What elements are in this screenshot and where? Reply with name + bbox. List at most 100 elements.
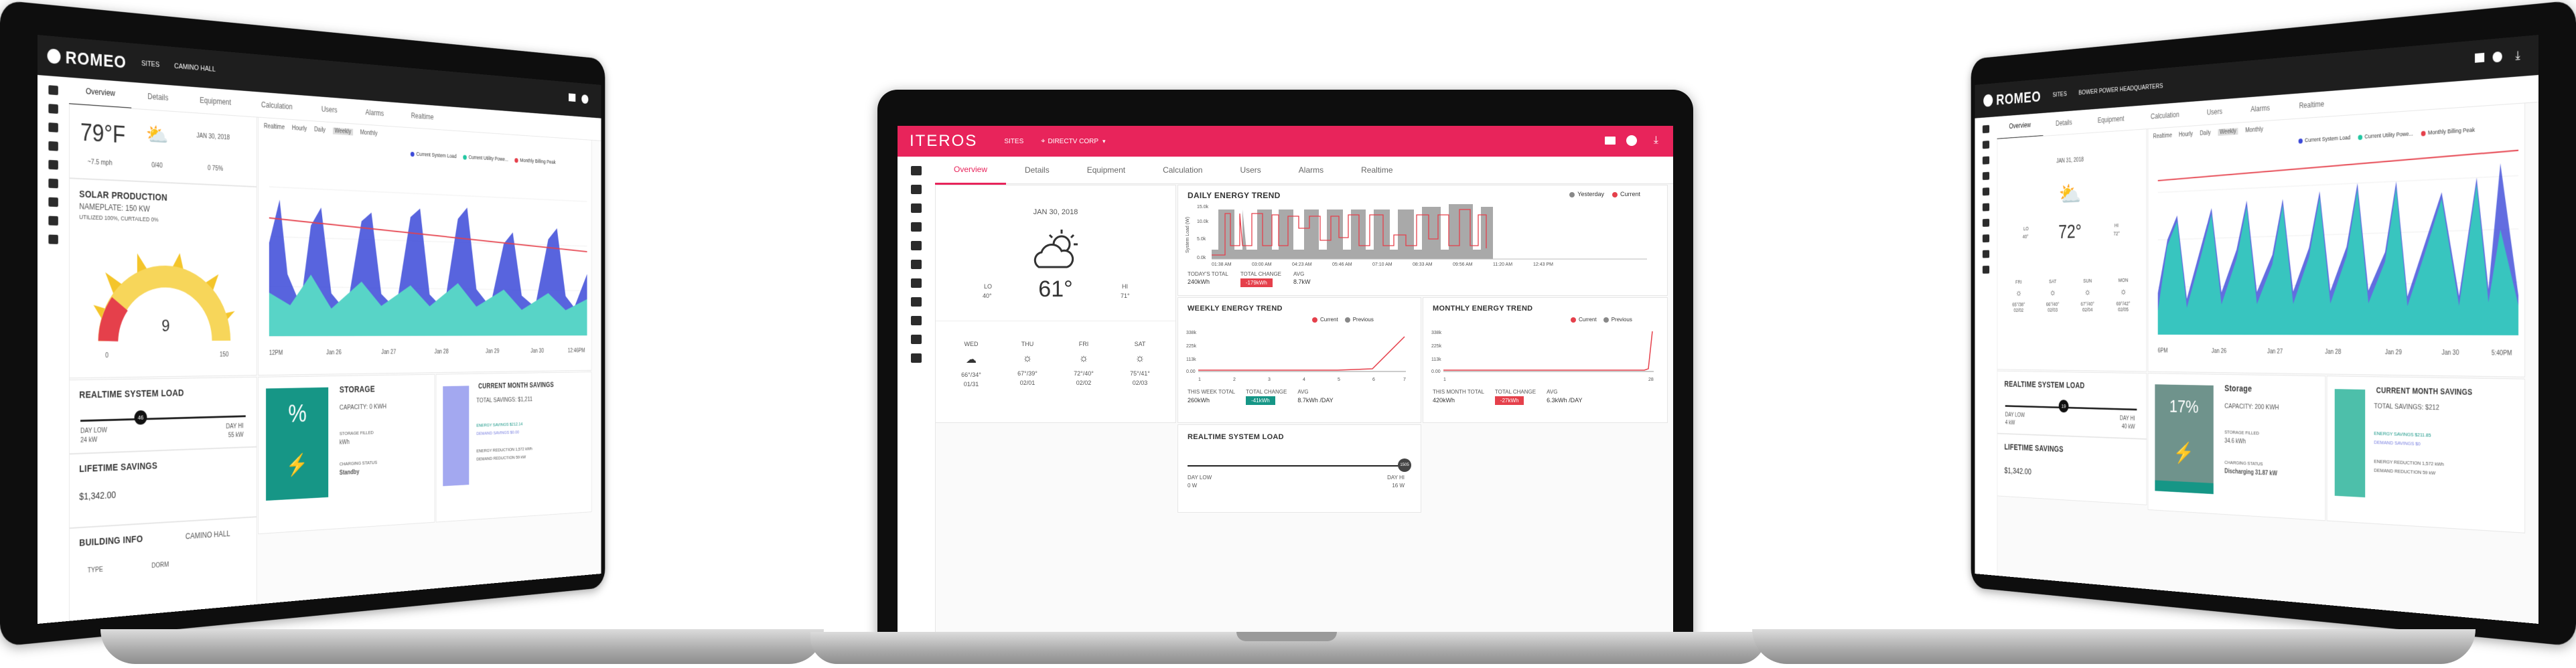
chart-tab-weekly[interactable]: Weekly: [332, 127, 354, 136]
tab-realtime[interactable]: Realtime: [411, 111, 434, 122]
clock-icon[interactable]: [911, 260, 922, 269]
storage-filled-value: 34.6 kWh: [2224, 438, 2246, 446]
forecast-day: WED ☁ 66°/34° 01/31: [948, 341, 995, 388]
chart-tab-realtime[interactable]: Realtime: [263, 122, 285, 131]
site-select[interactable]: CAMINO HALL: [174, 62, 216, 74]
grid-icon[interactable]: [1982, 234, 1990, 243]
weekly-energy-panel: WEEKLY ENERGY TREND Current Previous 338…: [1177, 297, 1421, 423]
list-icon[interactable]: [911, 222, 922, 232]
bell-icon[interactable]: [48, 234, 58, 244]
load-slider-track: [2005, 405, 2137, 411]
x-tick: 08:33 AM: [1413, 262, 1433, 267]
folder-icon[interactable]: [911, 166, 922, 175]
user-icon[interactable]: [581, 94, 589, 104]
mail-icon[interactable]: [2475, 52, 2485, 63]
tab-details[interactable]: Details: [147, 92, 169, 102]
network-icon[interactable]: [911, 316, 922, 325]
tab-equipment[interactable]: Equipment: [200, 95, 232, 107]
nav-sites[interactable]: SITES: [141, 60, 160, 69]
location-icon[interactable]: [911, 203, 922, 213]
x-tick: 1: [1443, 378, 1446, 382]
download-icon[interactable]: ⤓: [1653, 135, 1658, 146]
bell-icon[interactable]: [911, 335, 922, 344]
legend-current: Current: [1612, 191, 1640, 197]
nav-sites[interactable]: SITES: [1004, 137, 1024, 145]
tab-calculation[interactable]: Calculation: [2150, 110, 2179, 121]
tab-equipment[interactable]: Equipment: [2097, 114, 2125, 125]
y-tick: 0.0k: [1197, 256, 1206, 260]
chart-tab-realtime[interactable]: Realtime: [2153, 132, 2172, 141]
tab-alarms[interactable]: Alarms: [2250, 103, 2270, 114]
nav-sites[interactable]: SITES: [2052, 90, 2067, 99]
chart-tab-monthly[interactable]: Monthly: [2245, 126, 2263, 135]
user-icon[interactable]: [1626, 135, 1637, 146]
day-low-value: 24 kW: [80, 436, 98, 444]
x-tick-0: 12PM: [269, 349, 283, 357]
folder-icon[interactable]: [48, 85, 58, 96]
tab-equipment[interactable]: Equipment: [1086, 165, 1126, 175]
user-icon[interactable]: [48, 104, 58, 114]
download-icon[interactable]: ⤓: [2515, 48, 2520, 62]
list-icon[interactable]: [1982, 171, 1990, 181]
x-tick: 03:00 AM: [1252, 262, 1272, 267]
chart-tab-hourly[interactable]: Hourly: [291, 124, 307, 133]
network-icon[interactable]: [48, 216, 58, 226]
forecast-list: FRI ☼ 65°/38° 02/02 SAT ☼ 66°/40° 02/03 …: [2003, 277, 2139, 313]
document-icon[interactable]: [48, 178, 58, 189]
chart-tab-monthly[interactable]: Monthly: [360, 129, 378, 137]
grid-icon[interactable]: [911, 297, 922, 307]
list-icon[interactable]: [48, 141, 58, 151]
chevron-down-icon[interactable]: ▾: [1102, 137, 1106, 145]
tab-realtime[interactable]: Realtime: [2299, 99, 2325, 110]
day-low-value: 0 W: [1188, 483, 1198, 489]
mail-icon[interactable]: [1605, 137, 1616, 145]
flag-icon[interactable]: [911, 353, 922, 363]
chart-tab-weekly[interactable]: Weekly: [2218, 128, 2238, 137]
storage-capacity: CAPACITY: 0 KWH: [339, 403, 387, 412]
current-temp: 61°: [1038, 276, 1073, 302]
tab-users[interactable]: Users: [2206, 107, 2223, 117]
folder-icon[interactable]: [1982, 124, 1990, 134]
hi-label: HI: [2114, 222, 2119, 229]
site-select[interactable]: DIRECTV CORP: [1048, 137, 1099, 145]
chart-tab-daily[interactable]: Daily: [314, 126, 326, 134]
y-axis-label: System Load (W): [1186, 217, 1190, 253]
tab-overview[interactable]: Overview: [935, 156, 1007, 185]
tab-realtime[interactable]: Realtime: [1361, 165, 1393, 175]
user-icon[interactable]: [2492, 51, 2502, 63]
tab-calculation[interactable]: Calculation: [261, 100, 293, 112]
network-icon[interactable]: [1982, 250, 1990, 258]
tab-users[interactable]: Users: [321, 104, 338, 114]
location-icon[interactable]: [1982, 156, 1990, 165]
load-slider-marker[interactable]: 46: [134, 410, 147, 425]
tab-users[interactable]: Users: [1240, 165, 1261, 175]
chart-tab-daily[interactable]: Daily: [2200, 129, 2211, 137]
document-icon[interactable]: [911, 278, 922, 288]
tab-calculation[interactable]: Calculation: [1163, 165, 1203, 175]
realtime-title: REALTIME SYSTEM LOAD: [2004, 379, 2085, 390]
tab-alarms[interactable]: Alarms: [365, 108, 384, 118]
tab-details[interactable]: Details: [2056, 118, 2072, 128]
clock-icon[interactable]: [48, 159, 58, 170]
clock-icon[interactable]: [1982, 203, 1990, 212]
load-slider-marker[interactable]: 1505: [1398, 458, 1411, 472]
tab-alarms[interactable]: Alarms: [1298, 165, 1324, 175]
site-select[interactable]: BOWER POWER HEADQUARTERS: [2078, 82, 2163, 97]
tab-details[interactable]: Details: [1025, 165, 1050, 175]
week-avg-label: AVG: [1297, 389, 1309, 395]
user-icon[interactable]: [1982, 141, 1990, 149]
mail-icon[interactable]: [569, 93, 576, 102]
location-icon[interactable]: [48, 122, 58, 133]
chart-tab-hourly[interactable]: Hourly: [2178, 131, 2194, 139]
grid-icon[interactable]: [48, 197, 58, 207]
monitor-icon[interactable]: [1982, 187, 1990, 196]
document-icon[interactable]: [1982, 218, 1990, 227]
x-tick: 1: [1198, 378, 1201, 382]
load-slider-marker[interactable]: 19: [2058, 400, 2069, 413]
center-screen: ITEROS SITES ⌖ DIRECTV CORP ▾ ⤓ Overview: [898, 126, 1673, 635]
x-tick: 7: [1403, 378, 1406, 382]
monitor-icon[interactable]: [911, 241, 922, 250]
todays-total-label: TODAY'S TOTAL: [1188, 271, 1228, 277]
user-icon[interactable]: [911, 185, 922, 194]
bell-icon[interactable]: [1982, 265, 1990, 274]
